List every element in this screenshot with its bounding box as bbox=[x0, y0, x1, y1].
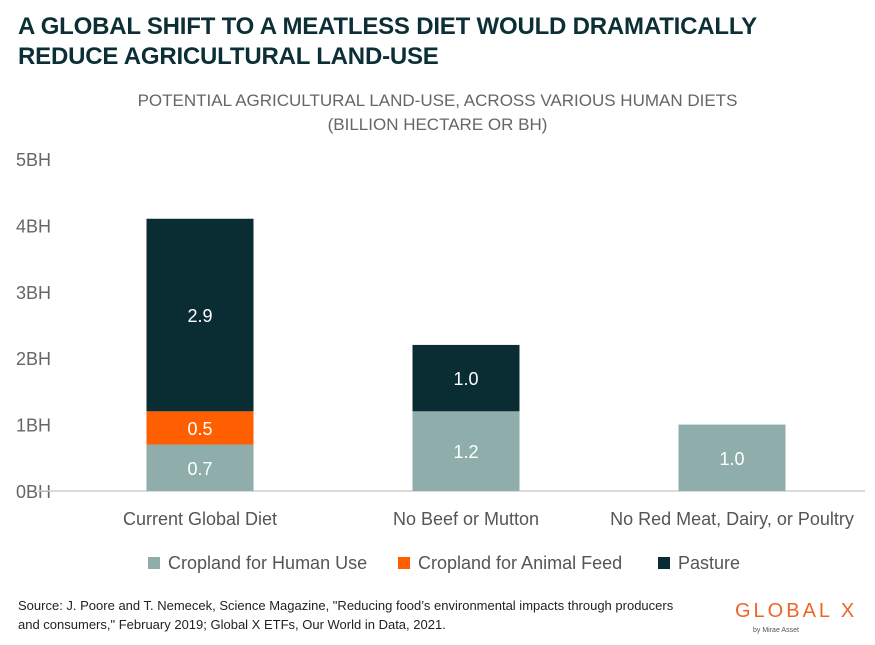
data-label: 2.9 bbox=[187, 306, 212, 326]
data-label: 0.7 bbox=[187, 459, 212, 479]
x-tick-label: Current Global Diet bbox=[123, 509, 277, 529]
y-tick-label: 4BH bbox=[16, 216, 51, 236]
bar-segment-cropland-for-animal-feed bbox=[146, 411, 254, 445]
legend-swatch bbox=[148, 557, 160, 569]
y-tick-label: 1BH bbox=[16, 416, 51, 436]
bar-segment-cropland-for-human-use bbox=[678, 424, 786, 491]
source-note: Source: J. Poore and T. Nemecek, Science… bbox=[18, 598, 674, 632]
data-label: 1.0 bbox=[453, 369, 478, 389]
x-tick-label: No Red Meat, Dairy, or Poultry bbox=[610, 509, 854, 529]
data-label: 1.2 bbox=[453, 442, 478, 462]
data-label: 0.5 bbox=[187, 419, 212, 439]
chart-subtitle-line1: POTENTIAL AGRICULTURAL LAND-USE, ACROSS … bbox=[137, 91, 738, 110]
bar-segment-pasture bbox=[146, 218, 254, 412]
legend-label: Pasture bbox=[678, 553, 740, 573]
logo-wordmark: GLOBAL X bbox=[735, 600, 858, 622]
chart-subtitle: POTENTIAL AGRICULTURAL LAND-USE, ACROSS … bbox=[0, 89, 875, 137]
legend-swatch bbox=[658, 557, 670, 569]
y-tick-label: 0BH bbox=[16, 482, 51, 502]
y-tick-label: 2BH bbox=[16, 349, 51, 369]
y-tick-label: 3BH bbox=[16, 283, 51, 303]
global-x-logo: GLOBAL X by Mirae Asset bbox=[735, 600, 865, 640]
bar-segment-cropland-for-human-use bbox=[146, 444, 254, 491]
x-tick-label: No Beef or Mutton bbox=[393, 509, 539, 529]
bar-segment-pasture bbox=[412, 344, 520, 412]
legend-label: Cropland for Human Use bbox=[168, 553, 367, 573]
logo-tagline: by Mirae Asset bbox=[753, 627, 799, 634]
headline: A GLOBAL SHIFT TO A MEATLESS DIET WOULD … bbox=[18, 13, 757, 70]
y-tick-label: 5BH bbox=[16, 150, 51, 170]
chart-subtitle-line2: (BILLION HECTARE OR BH) bbox=[327, 115, 548, 134]
bar-segment-cropland-for-human-use bbox=[412, 411, 520, 491]
legend-label: Cropland for Animal Feed bbox=[418, 553, 622, 573]
legend-swatch bbox=[398, 557, 410, 569]
data-label: 1.0 bbox=[719, 449, 744, 469]
